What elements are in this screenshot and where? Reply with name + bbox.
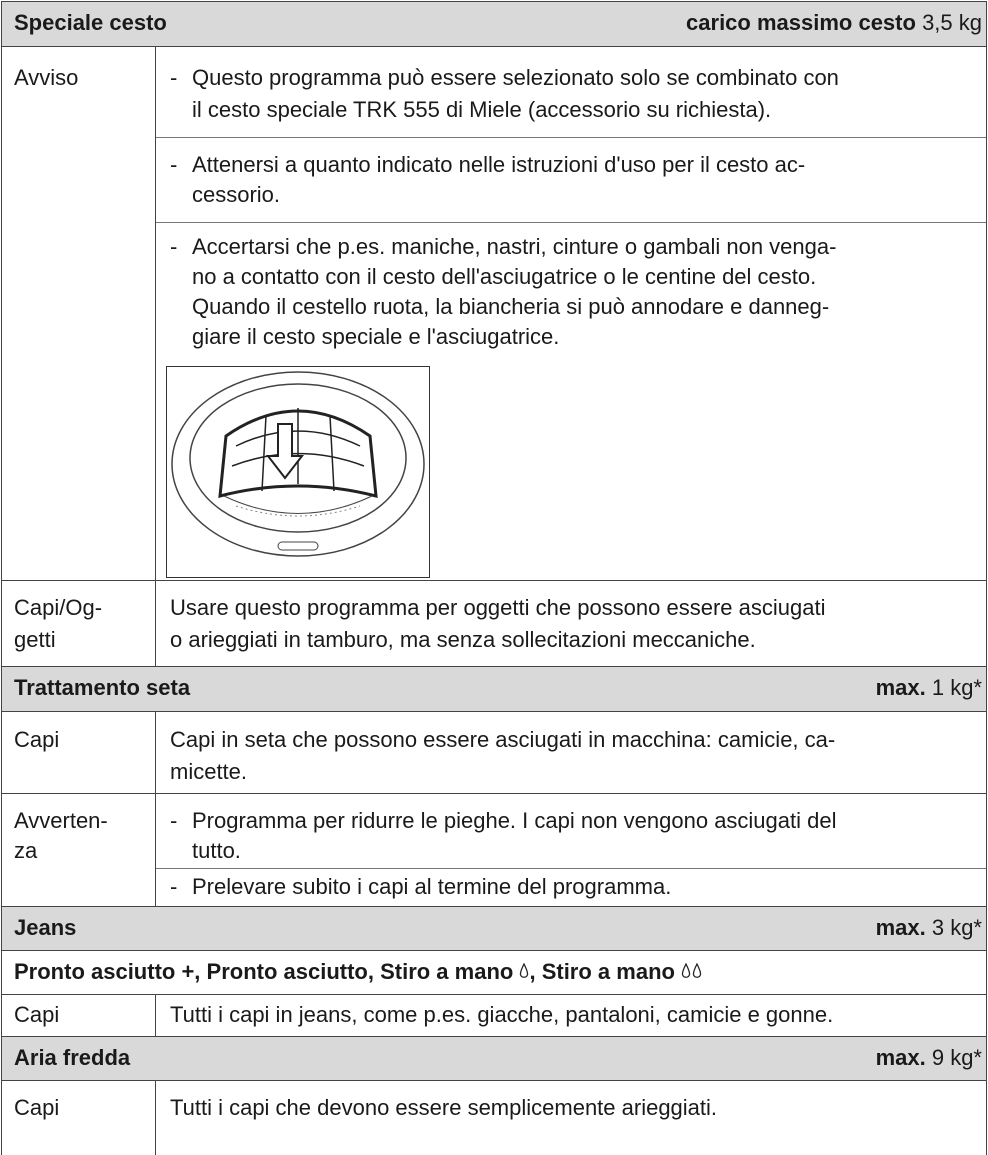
- section-load: max. 1 kg*: [876, 673, 982, 703]
- row-border: [1, 666, 986, 667]
- text-line: Tutti i capi in jeans, come p.es. giacch…: [170, 1002, 834, 1027]
- load-value: 1 kg*: [931, 675, 982, 700]
- load-value: 9 kg*: [931, 1045, 982, 1070]
- text-line: Tutti i capi che devono essere semplicem…: [170, 1095, 718, 1120]
- row-border: [1, 994, 986, 995]
- text-line: Programma per ridurre le pieghe. I capi …: [192, 808, 837, 833]
- section-header-bg: [1, 1, 986, 46]
- row-label: Avverten-: [14, 808, 108, 833]
- program-text: Pronto asciutto +, Pronto asciutto, Stir…: [14, 959, 514, 984]
- text-line: il cesto speciale TRK 555 di Miele (acce…: [192, 97, 772, 122]
- load-label: max.: [875, 915, 926, 940]
- row-border: [1, 580, 986, 581]
- section-title: Speciale cesto: [14, 10, 167, 35]
- bullet: -: [170, 234, 178, 259]
- load-label: carico massimo cesto: [686, 10, 916, 35]
- text-line: no a contatto con il cesto dell'asciugat…: [192, 264, 817, 289]
- section-title: Jeans: [14, 915, 77, 940]
- row-label: za: [14, 838, 38, 863]
- item-separator: [156, 222, 986, 223]
- section-title: Trattamento seta: [14, 675, 191, 700]
- text-line: Usare questo programma per oggetti che p…: [170, 595, 826, 620]
- row-label: getti: [14, 627, 56, 652]
- item-separator: [156, 868, 986, 869]
- text-line: Capi in seta che possono essere asciugat…: [170, 727, 836, 752]
- basket-illustration: [166, 366, 430, 578]
- row-label: Capi: [14, 1095, 60, 1120]
- load-label: max.: [875, 1045, 926, 1070]
- text-line: o arieggiati in tamburo, ma senza sollec…: [170, 627, 756, 652]
- section-load: max. 9 kg*: [876, 1043, 982, 1073]
- column-divider: [155, 46, 156, 666]
- column-divider: [155, 994, 156, 1036]
- drop-icon: [681, 962, 702, 978]
- section-header-bg: [1, 1036, 986, 1080]
- section-header-bg: [1, 666, 986, 711]
- text-line: giare il cesto speciale e l'asciugatrice…: [192, 324, 560, 349]
- row-label: Capi: [14, 727, 60, 752]
- row-border: [1, 906, 986, 907]
- text-line: Prelevare subito i capi al termine del p…: [192, 874, 672, 899]
- row-border: [1, 1080, 986, 1081]
- row-border: [1, 711, 986, 712]
- row-border: [1, 1036, 986, 1037]
- row-border: [1, 793, 986, 794]
- drop-icon: [520, 962, 529, 978]
- item-separator: [156, 137, 986, 138]
- section-load: carico massimo cesto 3,5 kg: [686, 8, 982, 38]
- text-line: cessorio.: [192, 182, 281, 207]
- text-line: Attenersi a quanto indicato nelle istruz…: [192, 152, 806, 177]
- text-line: tutto.: [192, 838, 241, 863]
- load-label: max.: [875, 675, 926, 700]
- text-line: Questo programma può essere selezionato …: [192, 65, 839, 90]
- text-line: micette.: [170, 759, 248, 784]
- program-text: , Stiro a mano: [529, 959, 675, 984]
- text-line: Quando il cestello ruota, la biancheria …: [192, 294, 830, 319]
- bullet: -: [170, 808, 178, 833]
- text-line: Accertarsi che p.es. maniche, nastri, ci…: [192, 234, 837, 259]
- row-label: Avviso: [14, 65, 79, 90]
- bullet: -: [170, 874, 178, 899]
- column-divider: [155, 711, 156, 906]
- column-divider: [155, 1080, 156, 1155]
- row-label: Capi: [14, 1002, 60, 1027]
- section-load: max. 3 kg*: [876, 913, 982, 943]
- row-border: [1, 46, 986, 47]
- section-title: Aria fredda: [14, 1045, 131, 1070]
- row-label: Capi/Og-: [14, 595, 103, 620]
- load-value: 3 kg*: [931, 915, 982, 940]
- row-border: [1, 950, 986, 951]
- load-value: 3,5 kg: [922, 10, 982, 35]
- bullet: -: [170, 65, 178, 90]
- program-list: Pronto asciutto +, Pronto asciutto, Stir…: [14, 957, 703, 987]
- section-header-bg: [1, 906, 986, 950]
- bullet: -: [170, 152, 178, 177]
